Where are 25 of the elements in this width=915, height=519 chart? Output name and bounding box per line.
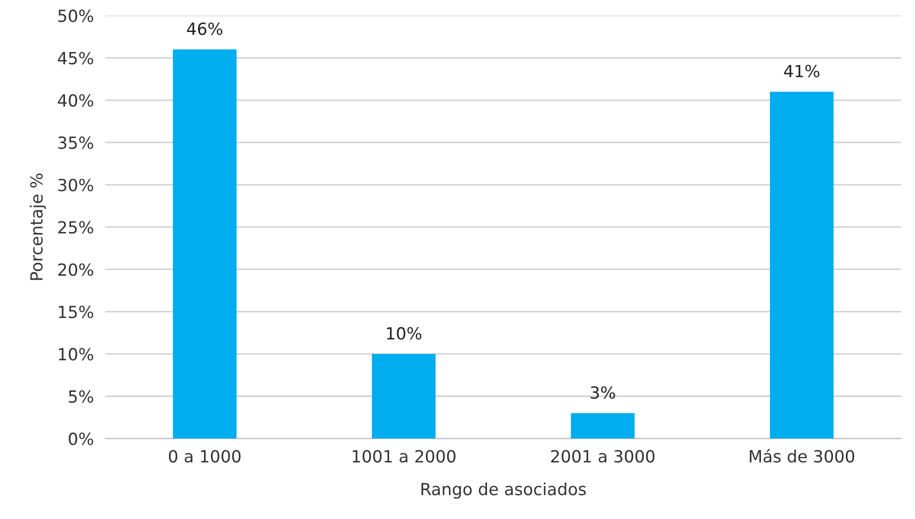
y-tick-label: 5% [68,390,94,403]
bar [570,413,635,439]
x-axis-title: Rango de asociados [422,482,586,499]
x-tick-label: Más de 3000 [750,449,854,463]
bar [770,92,834,439]
data-label: 10% [387,327,422,340]
data-label: 3% [590,386,616,399]
x-tick-label: 1001 a 2000 [352,450,456,463]
data-label: 41% [784,64,820,78]
y-tick-label: 35% [58,136,94,150]
y-tick-label: 15% [58,306,94,318]
bar [172,49,237,439]
bar [372,354,436,439]
y-axis-title: Porcentaje % [30,174,46,280]
y-tick-label: 45% [58,52,94,64]
y-tick-label: 20% [58,263,94,276]
y-tick-label: 30% [58,178,94,192]
y-tick-label: 50% [58,10,94,22]
y-tick-label: 40% [58,94,94,107]
x-tick-label: 0 a 1000 [168,450,241,463]
x-tick-label: 2001 a 3000 [551,450,654,463]
y-tick-label: 10% [58,348,94,361]
y-tick-label: 25% [58,221,94,234]
y-tick-label: 0% [68,432,94,446]
data-label: 46% [187,22,222,36]
